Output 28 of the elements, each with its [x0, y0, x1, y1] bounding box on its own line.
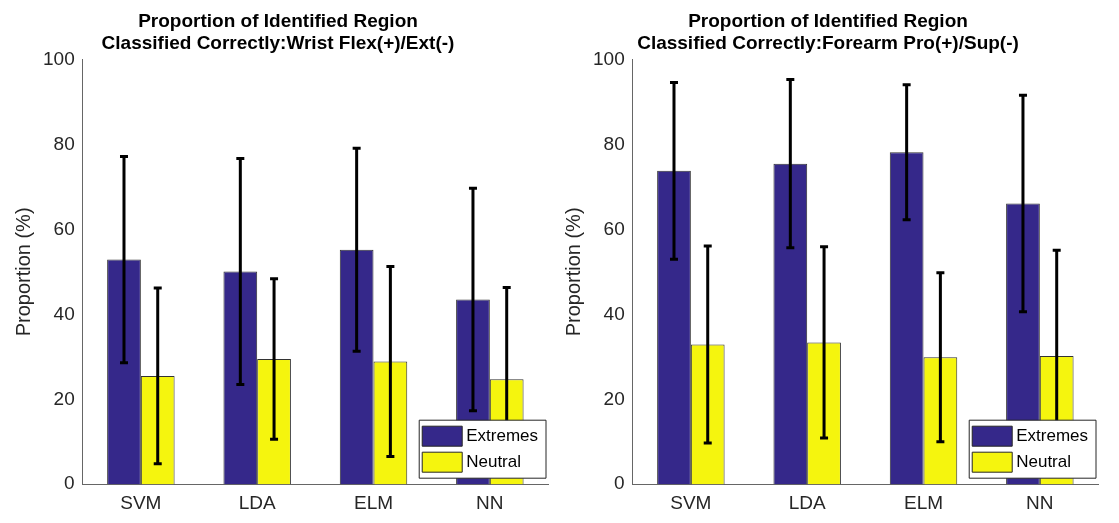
legend-label: Extremes — [1016, 425, 1088, 445]
x-tick-label: ELM — [903, 491, 944, 513]
y-tick-label: 20 — [53, 387, 75, 409]
y-tick-label: 20 — [603, 387, 625, 409]
legend-label: Extremes — [466, 425, 538, 445]
x-tick-label: SVM — [670, 491, 712, 513]
x-tick-label: ELM — [353, 491, 394, 513]
y-tick-label: 40 — [53, 302, 75, 324]
x-tick-label: NN — [476, 491, 504, 513]
x-tick-label: LDA — [238, 491, 276, 513]
legend-label: Neutral — [466, 451, 522, 471]
y-tick-label: 100 — [43, 47, 75, 69]
y-axis-title: Proportion (%) — [561, 207, 584, 337]
y-tick-label: 100 — [593, 47, 625, 69]
y-tick-label: 80 — [53, 132, 75, 154]
legend-label: Neutral — [1016, 451, 1072, 471]
y-tick-label: 80 — [603, 132, 625, 154]
y-tick-label: 60 — [53, 217, 75, 239]
y-tick-label: 0 — [64, 472, 75, 494]
x-tick-label: SVM — [120, 491, 162, 513]
y-tick-label: 0 — [614, 472, 625, 494]
chart-title: Proportion of Identified Region Classified Correctly:Forearm Pro(+)/Sup(-) — [637, 9, 1019, 54]
y-tick-label: 40 — [603, 302, 625, 324]
y-axis-title: Proportion (%) — [11, 207, 34, 337]
x-tick-label: NN — [1026, 491, 1054, 513]
y-tick-label: 60 — [603, 217, 625, 239]
chart-title: Proportion of Identified Region Classified Correctly:Wrist Flex(+)/Ext(-) — [101, 9, 455, 54]
x-tick-label: LDA — [788, 491, 826, 513]
